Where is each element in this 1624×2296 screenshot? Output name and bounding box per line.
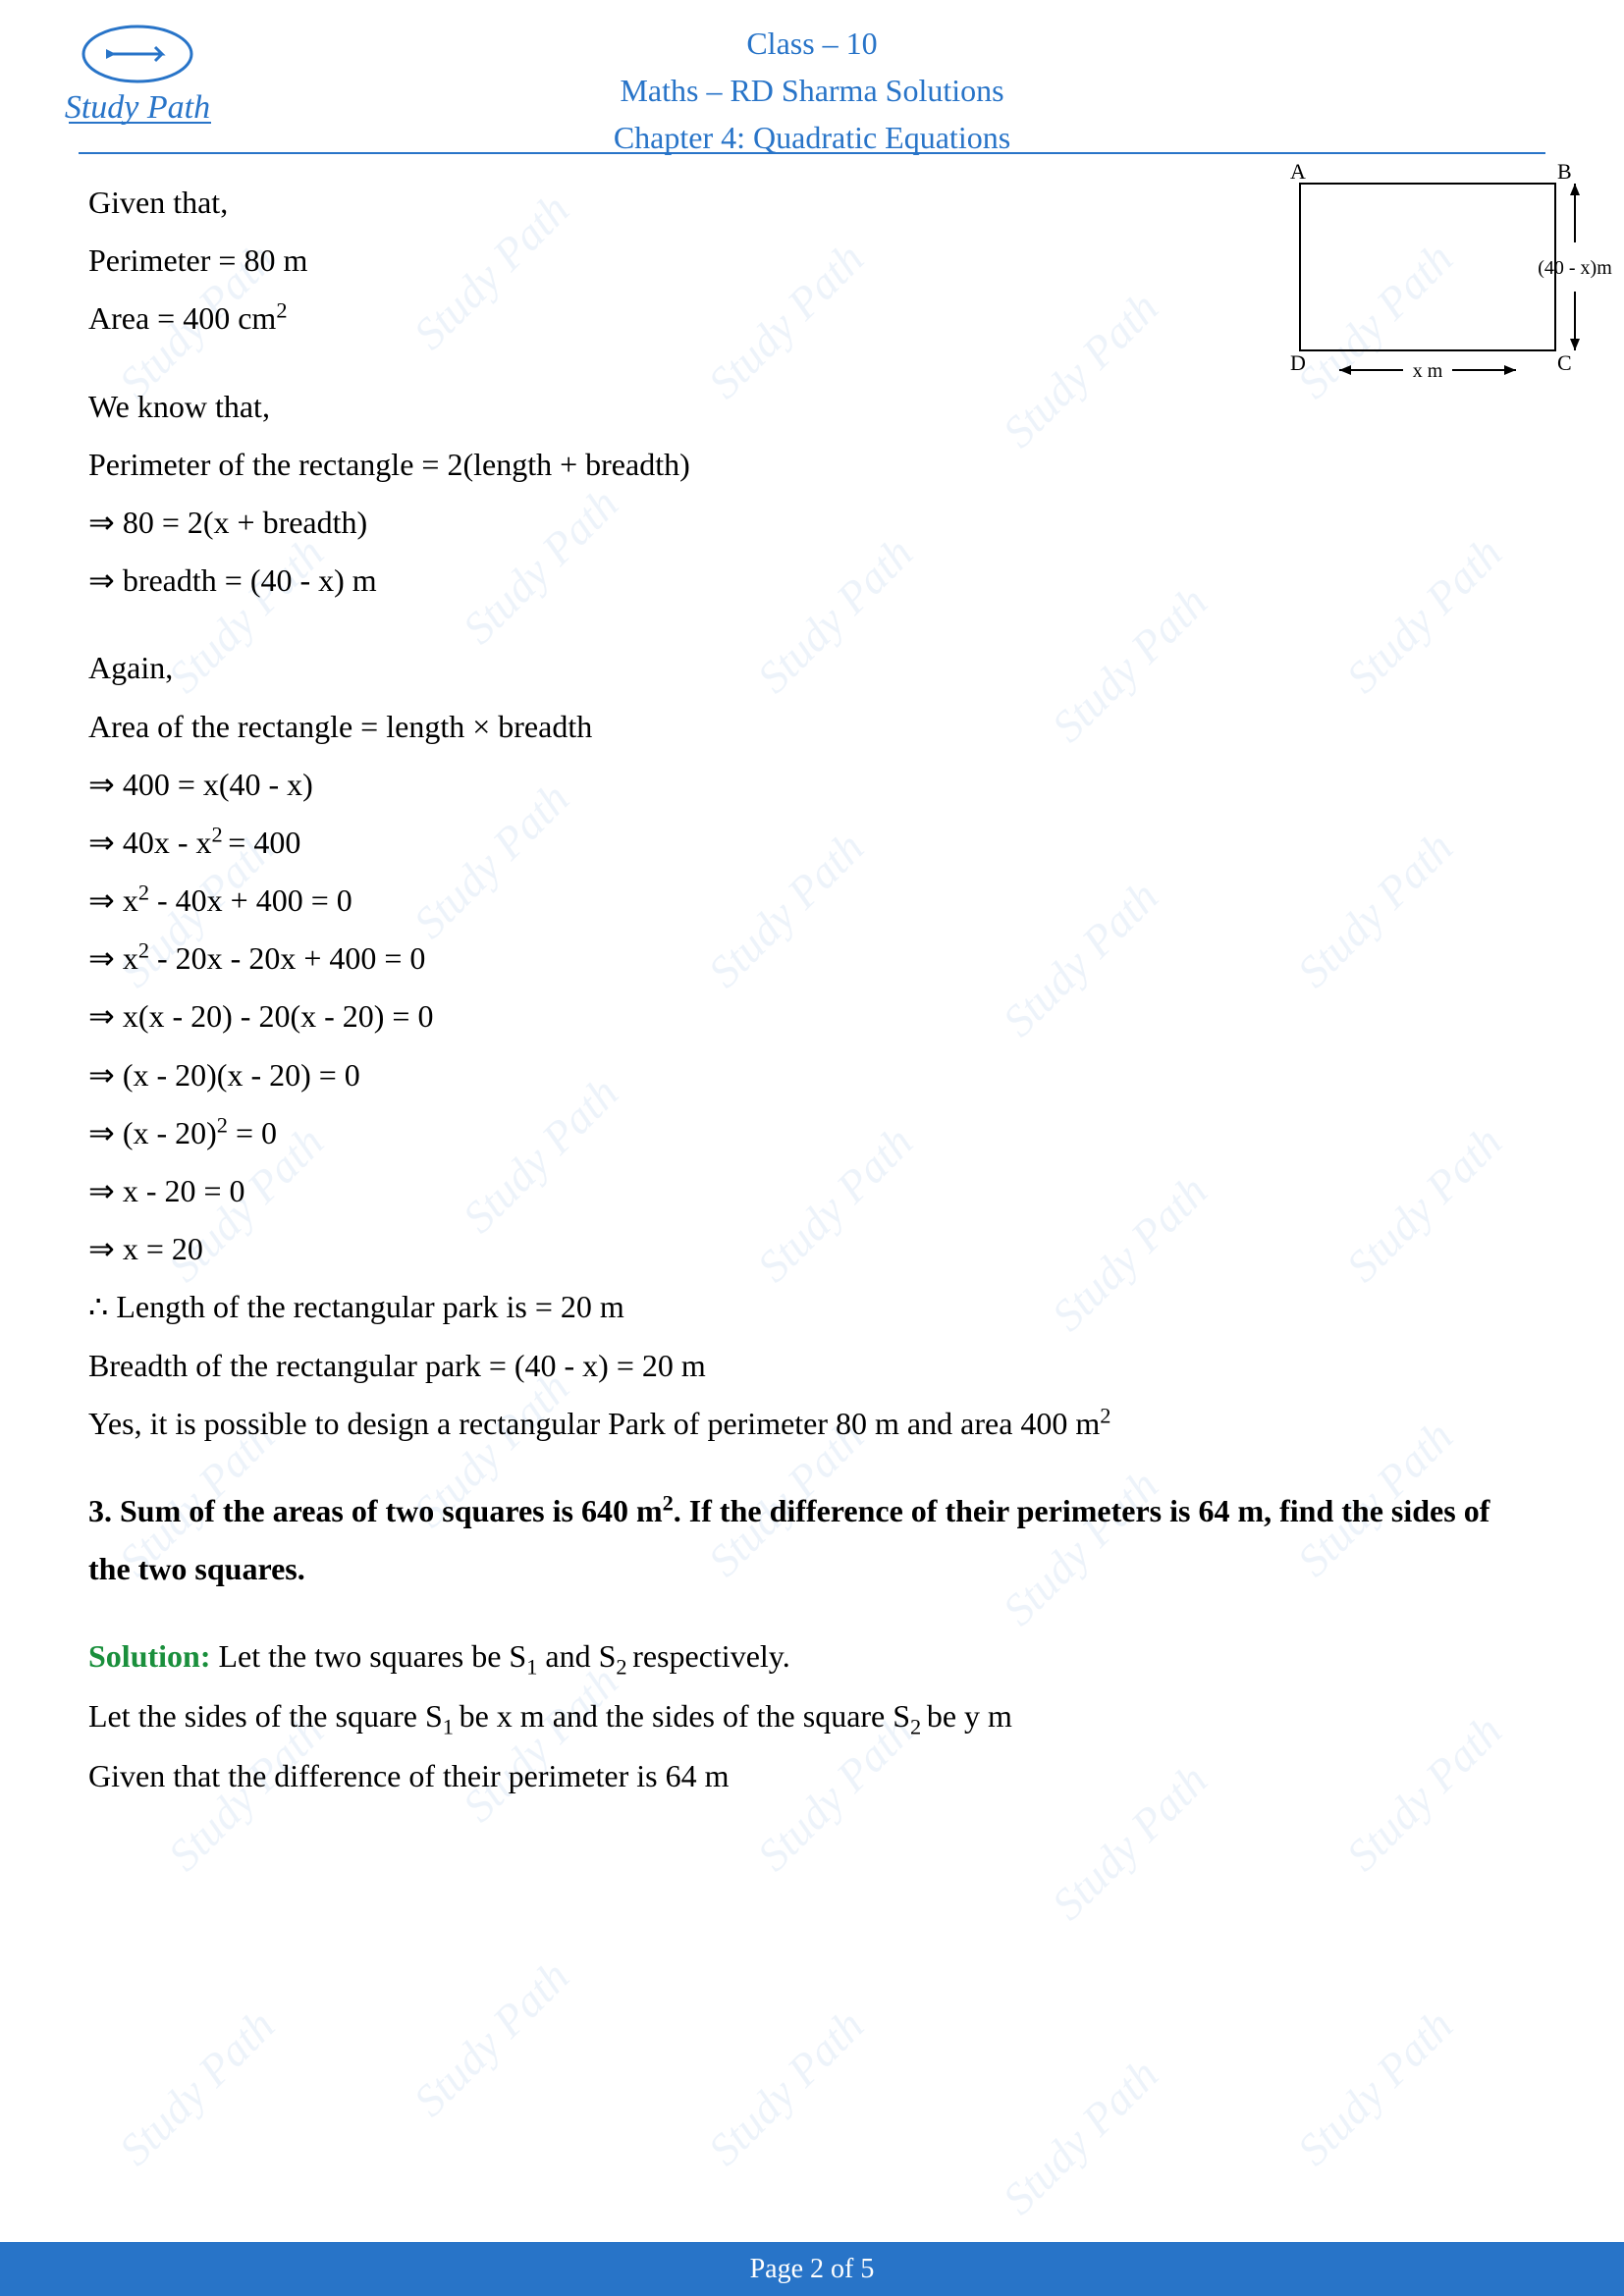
bottom-dim-label: x m (1413, 360, 1443, 382)
subject-line: Maths – RD Sharma Solutions (0, 67, 1624, 114)
text-line: Breadth of the rectangular park = (40 - … (88, 1337, 1536, 1395)
page-current: 2 (810, 2254, 824, 2284)
text-line: ⇒ (x - 20)2 = 0 (88, 1104, 1536, 1162)
watermark-text: Study Path (698, 2000, 874, 2175)
text-line: Given that the difference of their perim… (88, 1747, 1536, 1805)
right-dim-label: (40 - x)m (1538, 257, 1612, 279)
text-line: ∴ Length of the rectangular park is = 20… (88, 1278, 1536, 1336)
solution-line: Solution: Let the two squares be S1 and … (88, 1628, 1536, 1687)
class-line: Class – 10 (0, 20, 1624, 67)
vertex-d-label: D (1290, 350, 1306, 375)
text-line: ⇒ breadth = (40 - x) m (88, 552, 1536, 610)
question-3: 3. Sum of the areas of two squares is 64… (88, 1482, 1536, 1598)
study-path-logo: Study Path (39, 20, 236, 137)
page-total: 5 (860, 2254, 874, 2284)
text-line: ⇒ 400 = x(40 - x) (88, 756, 1536, 814)
svg-text:Study Path: Study Path (65, 89, 210, 126)
watermark-text: Study Path (993, 2049, 1168, 2224)
text-line: ⇒ (x - 20)(x - 20) = 0 (88, 1046, 1536, 1104)
text-line: Yes, it is possible to design a rectangu… (88, 1395, 1536, 1453)
text-line: ⇒ x = 20 (88, 1220, 1536, 1278)
text-line: Area of the rectangle = length × breadth (88, 698, 1536, 756)
vertex-a-label: A (1290, 164, 1306, 184)
text-line: ⇒ 40x - x2 = 400 (88, 814, 1536, 872)
text-line: Again, (88, 639, 1536, 697)
text-line: Let the sides of the square S1 be x m an… (88, 1687, 1536, 1747)
vertex-b-label: B (1557, 164, 1572, 184)
watermark-text: Study Path (1287, 2000, 1463, 2175)
solution-label: Solution: (88, 1638, 210, 1674)
page-content: A B C D (40 - x)m x m Given that, Perime… (0, 154, 1624, 1805)
text-line: ⇒ x - 20 = 0 (88, 1162, 1536, 1220)
page-header: Study Path Class – 10 Maths – RD Sharma … (0, 0, 1624, 147)
page-footer: Page 2 of 5 (0, 2242, 1624, 2296)
text-line: ⇒ 80 = 2(x + breadth) (88, 494, 1536, 552)
rectangle-diagram: A B C D (40 - x)m x m (1280, 164, 1624, 390)
text-line: ⇒ x2 - 20x - 20x + 400 = 0 (88, 930, 1536, 988)
vertex-c-label: C (1557, 350, 1572, 375)
text-line: Perimeter of the rectangle = 2(length + … (88, 436, 1536, 494)
watermark-text: Study Path (109, 2000, 285, 2175)
text-line: ⇒ x(x - 20) - 20(x - 20) = 0 (88, 988, 1536, 1045)
text-line: ⇒ x2 - 40x + 400 = 0 (88, 872, 1536, 930)
watermark-text: Study Path (404, 1950, 579, 2126)
